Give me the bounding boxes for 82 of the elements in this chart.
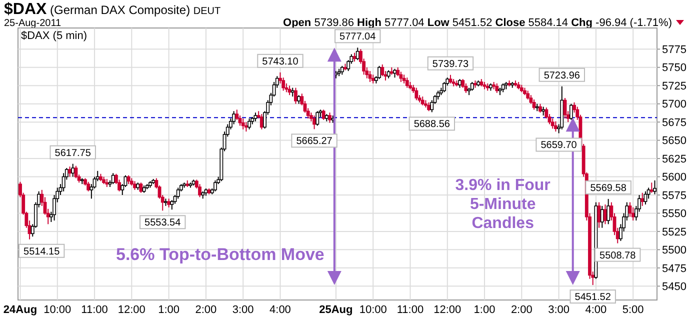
y-tick-label: 5525 (662, 226, 686, 238)
y-tick-label: 5650 (662, 135, 686, 148)
candlestick (597, 202, 601, 228)
candlestick (378, 65, 381, 80)
y-tick-label: 5725 (662, 80, 686, 92)
y-tick-label: 5500 (662, 244, 686, 257)
y-tick-label: 5575 (662, 190, 686, 202)
text: 5569.58 (590, 182, 626, 194)
annotation: $DAX (5 min) (21, 30, 88, 42)
candlestick (604, 204, 607, 225)
candlestick (442, 81, 446, 93)
candlestick (139, 182, 143, 194)
candlestick (328, 112, 332, 124)
x-tick-label: 11:00 (81, 304, 108, 316)
x-tick-label: 25Aug (319, 304, 353, 316)
candlestick (405, 77, 409, 88)
x-tick-label: 4:00 (585, 304, 607, 316)
y-tick-label: 5675 (662, 116, 686, 129)
candlestick (550, 118, 554, 130)
y-tick-label: 5475 (662, 262, 686, 275)
x-tick-label: 2:00 (195, 304, 217, 316)
x-tick-label: 10:00 (359, 304, 387, 316)
candlestick (569, 103, 573, 120)
candlestick (640, 192, 644, 206)
text: 5508.78 (600, 250, 636, 262)
y-tick-label: 5775 (662, 44, 686, 56)
candlestick (74, 165, 78, 179)
x-tick-label: 12:00 (118, 304, 146, 316)
candlestick (322, 109, 326, 120)
x-tick-label: 1:00 (158, 304, 180, 316)
y-tick-label: 5450 (662, 280, 686, 293)
text: 5665.27 (296, 136, 332, 148)
x-tick-label: 4:00 (270, 304, 291, 316)
x-tick-label: 11:00 (396, 304, 424, 316)
candlestick (86, 181, 90, 192)
candlestick (631, 206, 635, 222)
chart-title: $DAX (German DAX Composite) DEUT (4, 1, 221, 18)
candlestick (214, 180, 217, 192)
candlestick (71, 163, 75, 178)
x-tick-label: 3:00 (548, 304, 570, 316)
candlestick (464, 82, 468, 94)
annotation: 3.9% in Four 5-Minute Candles (455, 177, 550, 232)
y-tick-label: 5600 (662, 172, 686, 184)
text: 5617.75 (54, 148, 91, 159)
candlestick (176, 187, 180, 200)
x-tick-label: 12:00 (434, 304, 462, 316)
y-tick-label: 5625 (662, 153, 686, 166)
annotation: 5.6% Top-to-Bottom Move (116, 245, 324, 264)
candlestick (241, 118, 245, 130)
candlestick (532, 98, 536, 110)
text: 5451.52 (574, 292, 611, 304)
candlestick (414, 87, 418, 101)
x-tick-label: 10:00 (44, 304, 72, 316)
x-tick-label: 24Aug (3, 304, 38, 316)
candlestick (606, 198, 610, 225)
y-tick-label: 5550 (662, 208, 686, 220)
candlestick (600, 205, 604, 228)
y-tick-label: 5700 (662, 98, 686, 111)
candlestick (294, 87, 298, 104)
x-tick-label: 5:00 (622, 304, 644, 316)
candlestick (495, 82, 499, 94)
text: 5659.70 (540, 140, 577, 152)
text: 5553.54 (144, 218, 181, 229)
candlestick (554, 120, 558, 132)
text: 5514.15 (24, 246, 60, 258)
candlestick (380, 64, 384, 77)
text: 5688.56 (414, 119, 450, 130)
x-tick-label: 2:00 (510, 304, 532, 316)
candlestick (316, 110, 320, 126)
candlestick (399, 71, 403, 82)
y-tick-label: 5750 (662, 62, 686, 74)
text: 5739.73 (432, 58, 469, 70)
text: 5777.04 (340, 32, 376, 43)
text: 5723.96 (544, 70, 580, 82)
x-tick-label: 3:00 (232, 304, 254, 316)
x-tick-label: 1:00 (474, 304, 496, 316)
candlestick (198, 184, 202, 198)
text: 5743.10 (262, 56, 298, 68)
chart-subtitle: 25-Aug-2011 (4, 18, 62, 29)
candlestick (248, 118, 252, 130)
candlestick (68, 166, 72, 178)
text: Open 5739.86 High 5777.04 Low 5451.52 Close 5584.14 Chg -96.94 (-1.71%) (283, 17, 672, 29)
